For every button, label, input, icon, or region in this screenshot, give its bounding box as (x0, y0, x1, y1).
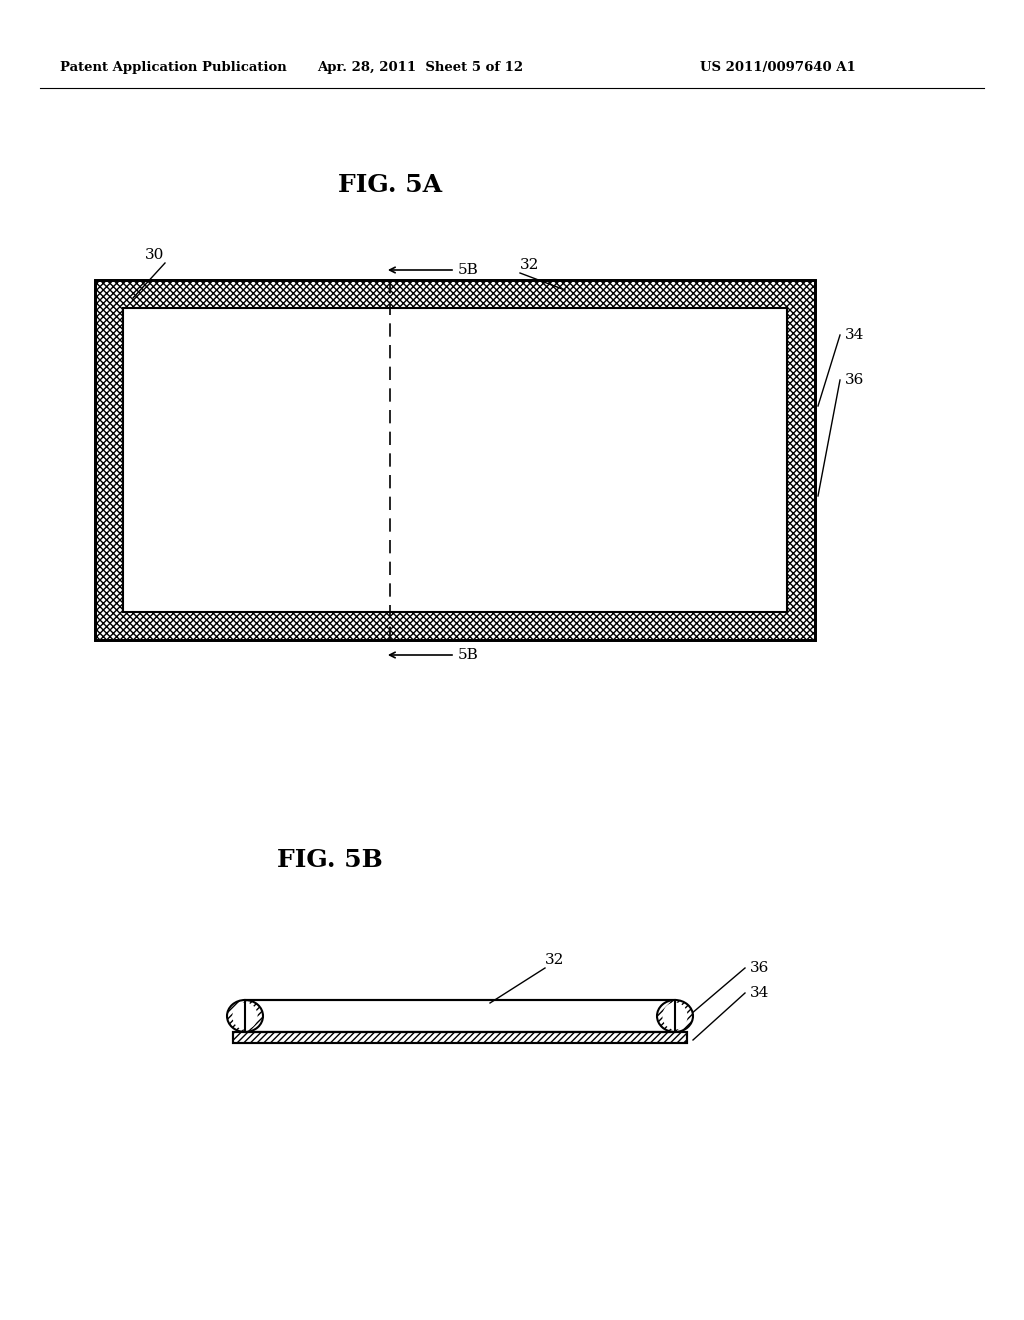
Bar (95, 280, 815, 640)
Text: 36: 36 (750, 961, 769, 975)
Ellipse shape (227, 1001, 263, 1032)
Text: 32: 32 (546, 953, 564, 968)
Text: 30: 30 (145, 248, 165, 261)
Bar (95, 280, 815, 640)
Text: 5B: 5B (458, 648, 479, 663)
Bar (233, 1032, 687, 1043)
Ellipse shape (663, 1002, 687, 1030)
Text: 5B: 5B (458, 263, 479, 277)
Bar (245, 1001, 675, 1032)
Text: Apr. 28, 2011  Sheet 5 of 12: Apr. 28, 2011 Sheet 5 of 12 (317, 62, 523, 74)
Bar (233, 1032, 687, 1043)
Bar (245, 1001, 675, 1032)
Ellipse shape (232, 1002, 258, 1030)
Text: 32: 32 (520, 257, 540, 272)
Text: US 2011/0097640 A1: US 2011/0097640 A1 (700, 62, 856, 74)
Ellipse shape (657, 1001, 693, 1032)
Text: Patent Application Publication: Patent Application Publication (60, 62, 287, 74)
Text: 34: 34 (750, 986, 769, 1001)
Text: 36: 36 (845, 374, 864, 387)
Text: FIG. 5B: FIG. 5B (278, 847, 383, 873)
Text: 34: 34 (845, 327, 864, 342)
Text: FIG. 5A: FIG. 5A (338, 173, 442, 197)
Bar (123, 308, 787, 612)
